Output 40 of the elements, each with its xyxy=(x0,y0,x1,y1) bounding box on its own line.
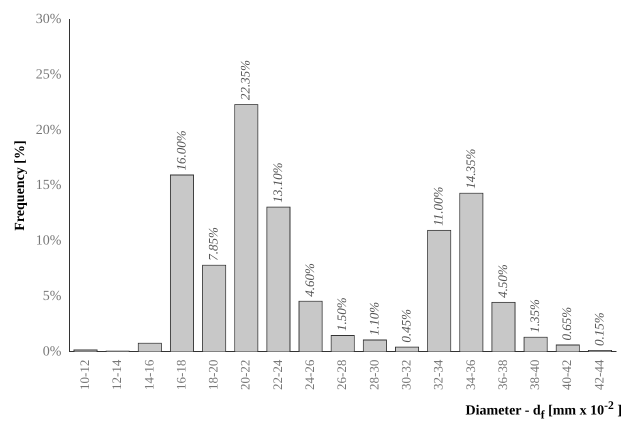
x-tick-label: 42-44 xyxy=(591,359,606,390)
x-tick-label: 10-12 xyxy=(76,360,92,390)
data-label: 14.35% xyxy=(462,148,478,189)
y-tick-label: 10% xyxy=(36,234,62,249)
x-tick-label: 24-26 xyxy=(302,359,318,390)
x-tick-label: 16-18 xyxy=(173,360,188,390)
y-tick-label: 0% xyxy=(42,344,62,360)
data-label: 0.45% xyxy=(398,308,414,343)
x-tick-label: 38-40 xyxy=(527,360,542,390)
data-label: 22.35% xyxy=(238,60,253,100)
data-label: 1.35% xyxy=(527,298,542,333)
x-tick-label: 26-28 xyxy=(334,360,350,390)
x-tick-label: 20-22 xyxy=(238,360,253,390)
data-label: 11.00% xyxy=(430,186,446,226)
x-tick-label: 40-42 xyxy=(559,360,574,390)
data-label: 7.85% xyxy=(206,226,221,261)
data-label: 13.10% xyxy=(270,162,285,203)
data-label: 0.65% xyxy=(559,306,574,340)
data-label: 16.00% xyxy=(173,130,188,170)
x-tick-label: 34-36 xyxy=(462,359,478,390)
x-axis-title: Diameter - d$_{f}$ [mm x 10$^{-2}$ ] xyxy=(464,399,623,422)
x-tick-label: 14-16 xyxy=(141,359,156,390)
x-tick-label: 22-24 xyxy=(270,359,285,390)
y-tick-label: 15% xyxy=(36,178,62,194)
data-label: 4.60% xyxy=(302,262,318,297)
data-label: 1.50% xyxy=(334,297,350,332)
y-tick-label: 25% xyxy=(36,67,62,82)
x-tick-label: 18-20 xyxy=(206,360,221,390)
data-label: 1.10% xyxy=(366,302,382,336)
y-axis-title: Frequency [%] xyxy=(13,140,28,231)
data-label: 0.15% xyxy=(591,312,606,346)
x-tick-label: 32-34 xyxy=(430,359,446,390)
data-label: 4.50% xyxy=(494,264,510,298)
x-tick-label: 28-30 xyxy=(366,360,382,390)
y-tick-label: 5% xyxy=(42,288,62,304)
y-tick-label: 20% xyxy=(36,122,62,138)
y-tick-label: 30% xyxy=(36,12,62,28)
x-tick-label: 30-32 xyxy=(398,360,414,390)
x-tick-label: 36-38 xyxy=(494,360,510,390)
x-tick-label: 12-14 xyxy=(109,359,124,390)
